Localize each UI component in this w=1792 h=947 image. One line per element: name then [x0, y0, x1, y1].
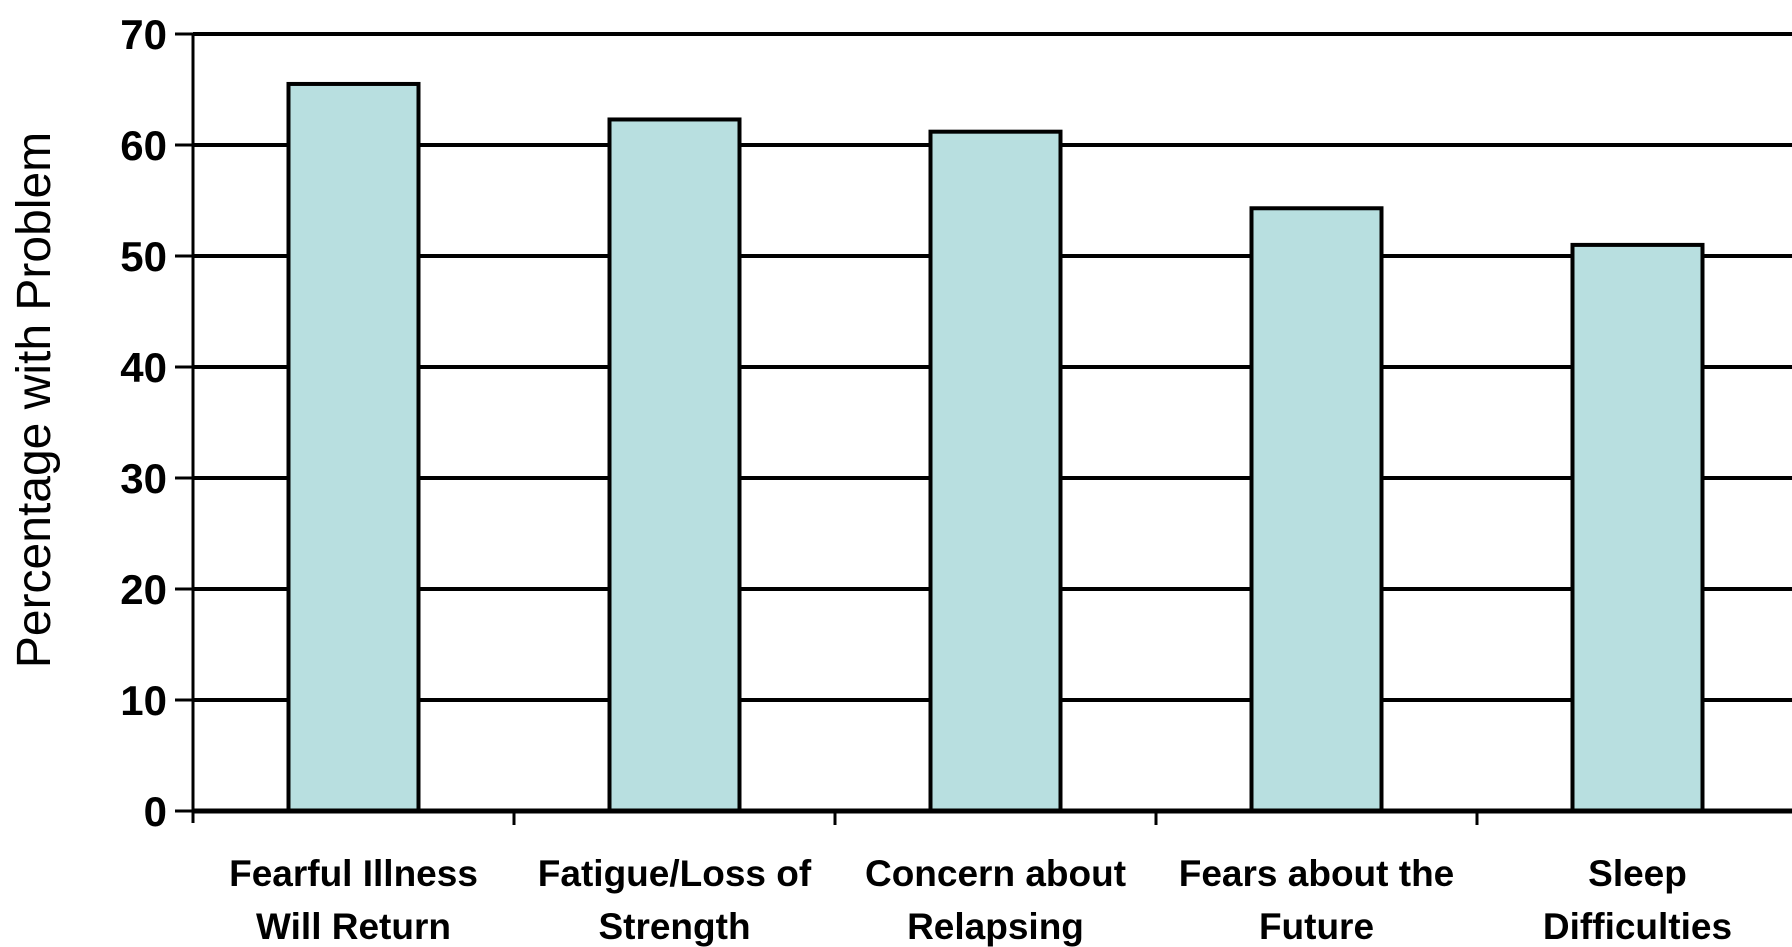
bar: [928, 129, 1063, 813]
x-category-label: Fears about the: [1179, 853, 1455, 894]
x-category-label: Concern about: [865, 853, 1126, 894]
x-category-label: Future: [1259, 906, 1374, 947]
x-category-label: Relapsing: [907, 906, 1084, 947]
y-tick-label: 40: [120, 344, 167, 391]
y-tick-label: 30: [120, 455, 167, 502]
x-category-label: Strength: [598, 906, 750, 947]
bar: [286, 81, 421, 813]
y-tick-label: 10: [120, 677, 167, 724]
bar: [1249, 206, 1384, 813]
y-tick-label: 20: [120, 566, 167, 613]
x-category-label: Sleep: [1588, 853, 1687, 894]
x-category-label: Fatigue/Loss of: [538, 853, 812, 894]
x-category-label: Difficulties: [1543, 906, 1732, 947]
x-category-label: Will Return: [256, 906, 451, 947]
label-layer: 0 10 20 30 40 50 60 70 Fearful Illness Will Retur…: [120, 11, 1732, 947]
y-axis-title: Percentage with Problem: [8, 132, 61, 668]
y-tick-label: 60: [120, 122, 167, 169]
y-tick-label: 70: [120, 11, 167, 58]
bar: [1570, 242, 1705, 813]
y-tick-label: 50: [120, 233, 167, 280]
bar: [607, 117, 742, 814]
x-category-label: Fearful Illness: [229, 853, 478, 894]
y-tick-label: 0: [144, 788, 167, 835]
bar-layer: [286, 81, 1705, 814]
axis-layer: [175, 32, 1792, 825]
